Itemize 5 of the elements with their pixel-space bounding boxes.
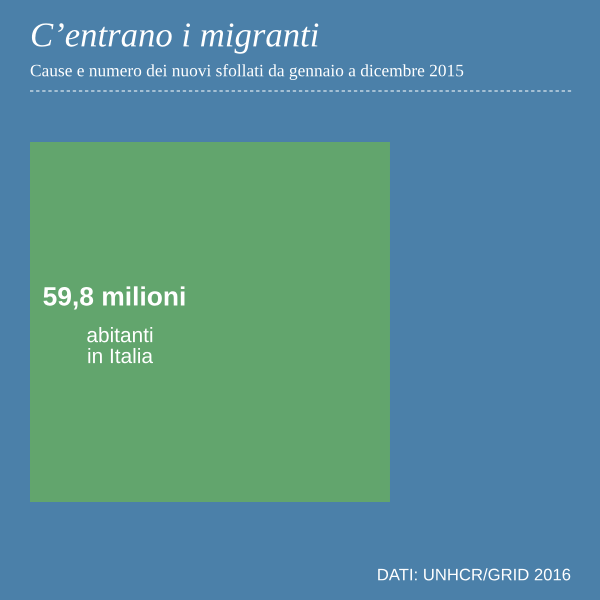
text: DATI: UNHCR/GRID 2016 <box>378 568 570 580</box>
text: C’entrano i migranti <box>32 23 318 54</box>
data-label: 59,8 milioni <box>43 286 184 310</box>
category-label: abitanti in Italia <box>87 327 153 364</box>
text: Cause e numero dei nuovi sfollati da gennaio a dicembre 2015 <box>30 64 464 80</box>
